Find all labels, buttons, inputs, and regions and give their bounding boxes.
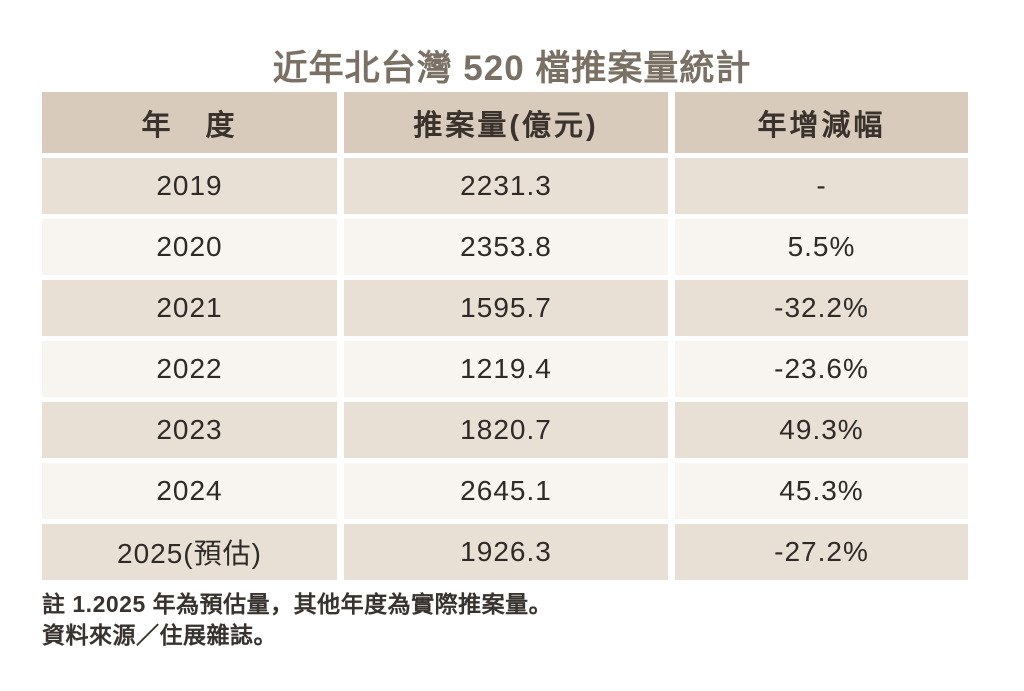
- page-title: 近年北台灣 520 檔推案量統計: [272, 49, 752, 88]
- year-cell: 2025(預估): [42, 524, 337, 580]
- volume-cell: 1595.7: [344, 280, 668, 336]
- header-year: 年 度: [42, 92, 337, 153]
- volume-cell: 2645.1: [344, 463, 668, 519]
- footnotes: 註 1.2025 年為預估量，其他年度為實際推案量。 資料來源／住展雜誌。: [42, 589, 552, 651]
- year-cell: 2021: [42, 280, 337, 336]
- table-row: 2022 1219.4 -23.6%: [42, 341, 968, 397]
- year-cell: 2022: [42, 341, 337, 397]
- volume-cell: 1926.3: [344, 524, 668, 580]
- header-volume: 推案量(億元): [344, 92, 668, 153]
- stats-table: 年 度 推案量(億元) 年增減幅 2019 2231.3 - 2020 2353…: [35, 87, 975, 585]
- table-row: 2023 1820.7 49.3%: [42, 402, 968, 458]
- table-row: 2021 1595.7 -32.2%: [42, 280, 968, 336]
- volume-cell: 2231.3: [344, 158, 668, 214]
- year-cell: 2020: [42, 219, 337, 275]
- yoy-cell: -32.2%: [675, 280, 968, 336]
- table-row: 2020 2353.8 5.5%: [42, 219, 968, 275]
- year-cell: 2019: [42, 158, 337, 214]
- year-cell: 2024: [42, 463, 337, 519]
- yoy-cell: 49.3%: [675, 402, 968, 458]
- footnote-estimate: 註 1.2025 年為預估量，其他年度為實際推案量。: [42, 591, 553, 617]
- yoy-cell: 45.3%: [675, 463, 968, 519]
- yoy-cell: -23.6%: [675, 341, 968, 397]
- header-yoy: 年增減幅: [675, 92, 968, 153]
- footnote-source: 資料來源／住展雜誌。: [42, 622, 277, 648]
- table-header-row: 年 度 推案量(億元) 年增減幅: [42, 92, 968, 153]
- volume-cell: 1820.7: [344, 402, 668, 458]
- table-row: 2025(預估) 1926.3 -27.2%: [42, 524, 968, 580]
- yoy-cell: -: [675, 158, 968, 214]
- yoy-cell: -27.2%: [675, 524, 968, 580]
- yoy-cell: 5.5%: [675, 219, 968, 275]
- volume-cell: 2353.8: [344, 219, 668, 275]
- year-cell: 2023: [42, 402, 337, 458]
- table-row: 2019 2231.3 -: [42, 158, 968, 214]
- volume-cell: 1219.4: [344, 341, 668, 397]
- table-row: 2024 2645.1 45.3%: [42, 463, 968, 519]
